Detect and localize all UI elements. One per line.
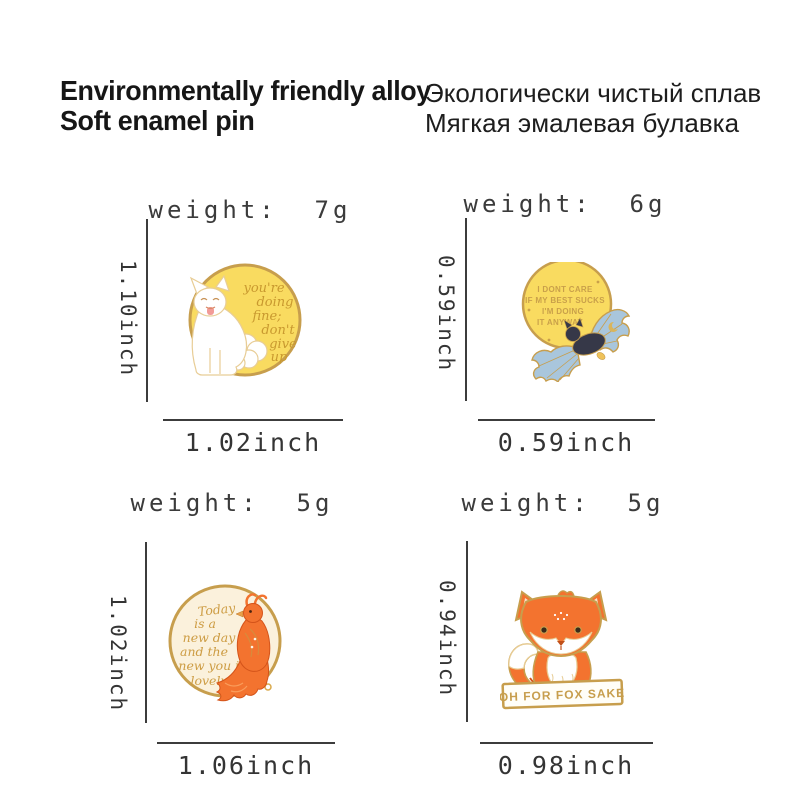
cat-motto-line5: give	[269, 337, 297, 352]
fox-head-tuft	[557, 590, 575, 597]
bat-pin-illustration: I DONT CARE IF MY BEST SUCKS I'M DOING I…	[521, 262, 631, 382]
cat-motto-line4: don't	[261, 323, 295, 338]
phoenix-head	[243, 603, 263, 623]
fox-width-dimension-line	[480, 742, 653, 744]
bat-weight-label: weight: 6g	[463, 190, 667, 218]
phoenix-height-dimension-line	[145, 542, 147, 723]
fox-muzzle-white	[529, 631, 593, 655]
fox-height-dimension-line	[466, 541, 468, 722]
cat-width-label: 1.02inch	[184, 428, 322, 457]
bat-body	[572, 332, 606, 356]
bat-wing-left	[531, 345, 581, 382]
phoenix-foot-curl	[264, 683, 272, 691]
fox-head	[514, 590, 608, 658]
phoenix-motto-line4: and the	[180, 644, 228, 659]
fox-width-label: 0.98inch	[497, 751, 635, 780]
title-english-line1: Environmentally friendly alloy	[60, 75, 431, 106]
wing-crescent-moon	[608, 321, 618, 332]
bat-motto-line2: IF MY BEST SUCKS	[525, 296, 605, 305]
fox-banner-text: OH FOR FOX SAKE	[500, 686, 625, 704]
phoenix-motto-line1: Today	[197, 600, 237, 619]
phoenix-motto-line2: is a	[194, 616, 216, 631]
cat-eye-right	[212, 297, 220, 301]
fox-eye-left	[540, 626, 548, 634]
phoenix-width-dimension-line	[157, 742, 335, 744]
bat-width-dimension-line	[478, 419, 655, 421]
fox-eye-right	[574, 626, 582, 634]
phoenix-motto-line5: new you is	[178, 658, 245, 673]
cat-head	[193, 287, 227, 317]
phoenix-weight-label: weight: 5g	[130, 489, 334, 517]
phoenix-eye	[249, 610, 252, 613]
cat-motto-line3: fine;	[251, 309, 281, 324]
fox-height-label: 0.94inch	[435, 580, 459, 698]
phoenix-tail	[215, 657, 269, 702]
phoenix-figure	[215, 593, 272, 702]
cat-figure	[189, 274, 268, 376]
phoenix-pin-illustration: Today is a new day and the new you is lo…	[168, 584, 282, 702]
cat-width-dimension-line	[163, 419, 343, 421]
fox-pin-illustration: OH FOR FOX SAKE	[500, 590, 625, 710]
bat-pin-motto: I DONT CARE IF MY BEST SUCKS I'M DOING I…	[525, 285, 605, 327]
fox-forehead-speckles	[553, 611, 569, 621]
phoenix-wing-lines	[244, 628, 260, 658]
cat-tongue	[207, 307, 214, 315]
bat-height-dimension-line	[465, 218, 467, 401]
bat-motto-line3: I'M DOING	[542, 307, 584, 316]
bat-width-label: 0.59inch	[497, 428, 635, 457]
cat-ear-right	[215, 274, 230, 292]
fox-weight-label: weight: 5g	[461, 489, 665, 517]
bat-motto-line1: I DONT CARE	[537, 285, 593, 294]
bat-head	[565, 326, 581, 342]
fox-nose	[557, 641, 565, 646]
phoenix-motto-line3: new day	[183, 630, 237, 645]
cat-height-dimension-line	[146, 219, 148, 402]
title-russian-line2: Мягкая эмалевая булавка	[425, 108, 740, 138]
bat-height-label: 0.59inch	[434, 255, 458, 373]
phoenix-wing-flower	[250, 645, 254, 649]
cat-motto-line1: you're	[242, 281, 284, 296]
bat-motto-line4: IT ANYWAY	[537, 318, 583, 327]
title-russian: Экологически чистый сплав Мягкая эмалева…	[425, 78, 761, 138]
phoenix-pin-motto: Today is a new day and the new you is lo…	[178, 600, 245, 688]
phoenix-crest	[245, 593, 268, 607]
cat-mouth	[205, 306, 216, 310]
phoenix-height-label: 1.02inch	[106, 595, 130, 713]
bat-figure	[531, 308, 631, 382]
title-english-line2: Soft enamel pin	[60, 105, 255, 136]
cat-motto-line2: doing	[256, 295, 293, 310]
cat-pin-illustration: you're doing fine; don't give up	[188, 263, 302, 377]
phoenix-width-label: 1.06inch	[177, 751, 315, 780]
bat-wing-left-ribs	[538, 349, 580, 381]
phoenix-beak	[235, 610, 244, 618]
cat-eye-left	[200, 297, 208, 301]
title-english: Environmentally friendly alloy Soft enam…	[60, 76, 431, 136]
phoenix-body	[236, 617, 271, 672]
cat-pin-motto: you're doing fine; don't give up	[242, 281, 297, 365]
fox-banner: OH FOR FOX SAKE	[500, 678, 625, 710]
moon-sparkles	[527, 280, 600, 342]
cat-body	[191, 304, 248, 376]
title-russian-line1: Экологически чистый сплав	[425, 78, 762, 108]
cat-height-label: 1.10inch	[116, 260, 140, 378]
phoenix-tail-feather-lines	[224, 682, 248, 693]
cat-motto-line6: up	[271, 350, 288, 365]
bat-feet	[596, 352, 606, 360]
phoenix-wing-flower	[253, 637, 257, 641]
cat-weight-label: weight: 7g	[148, 196, 352, 224]
